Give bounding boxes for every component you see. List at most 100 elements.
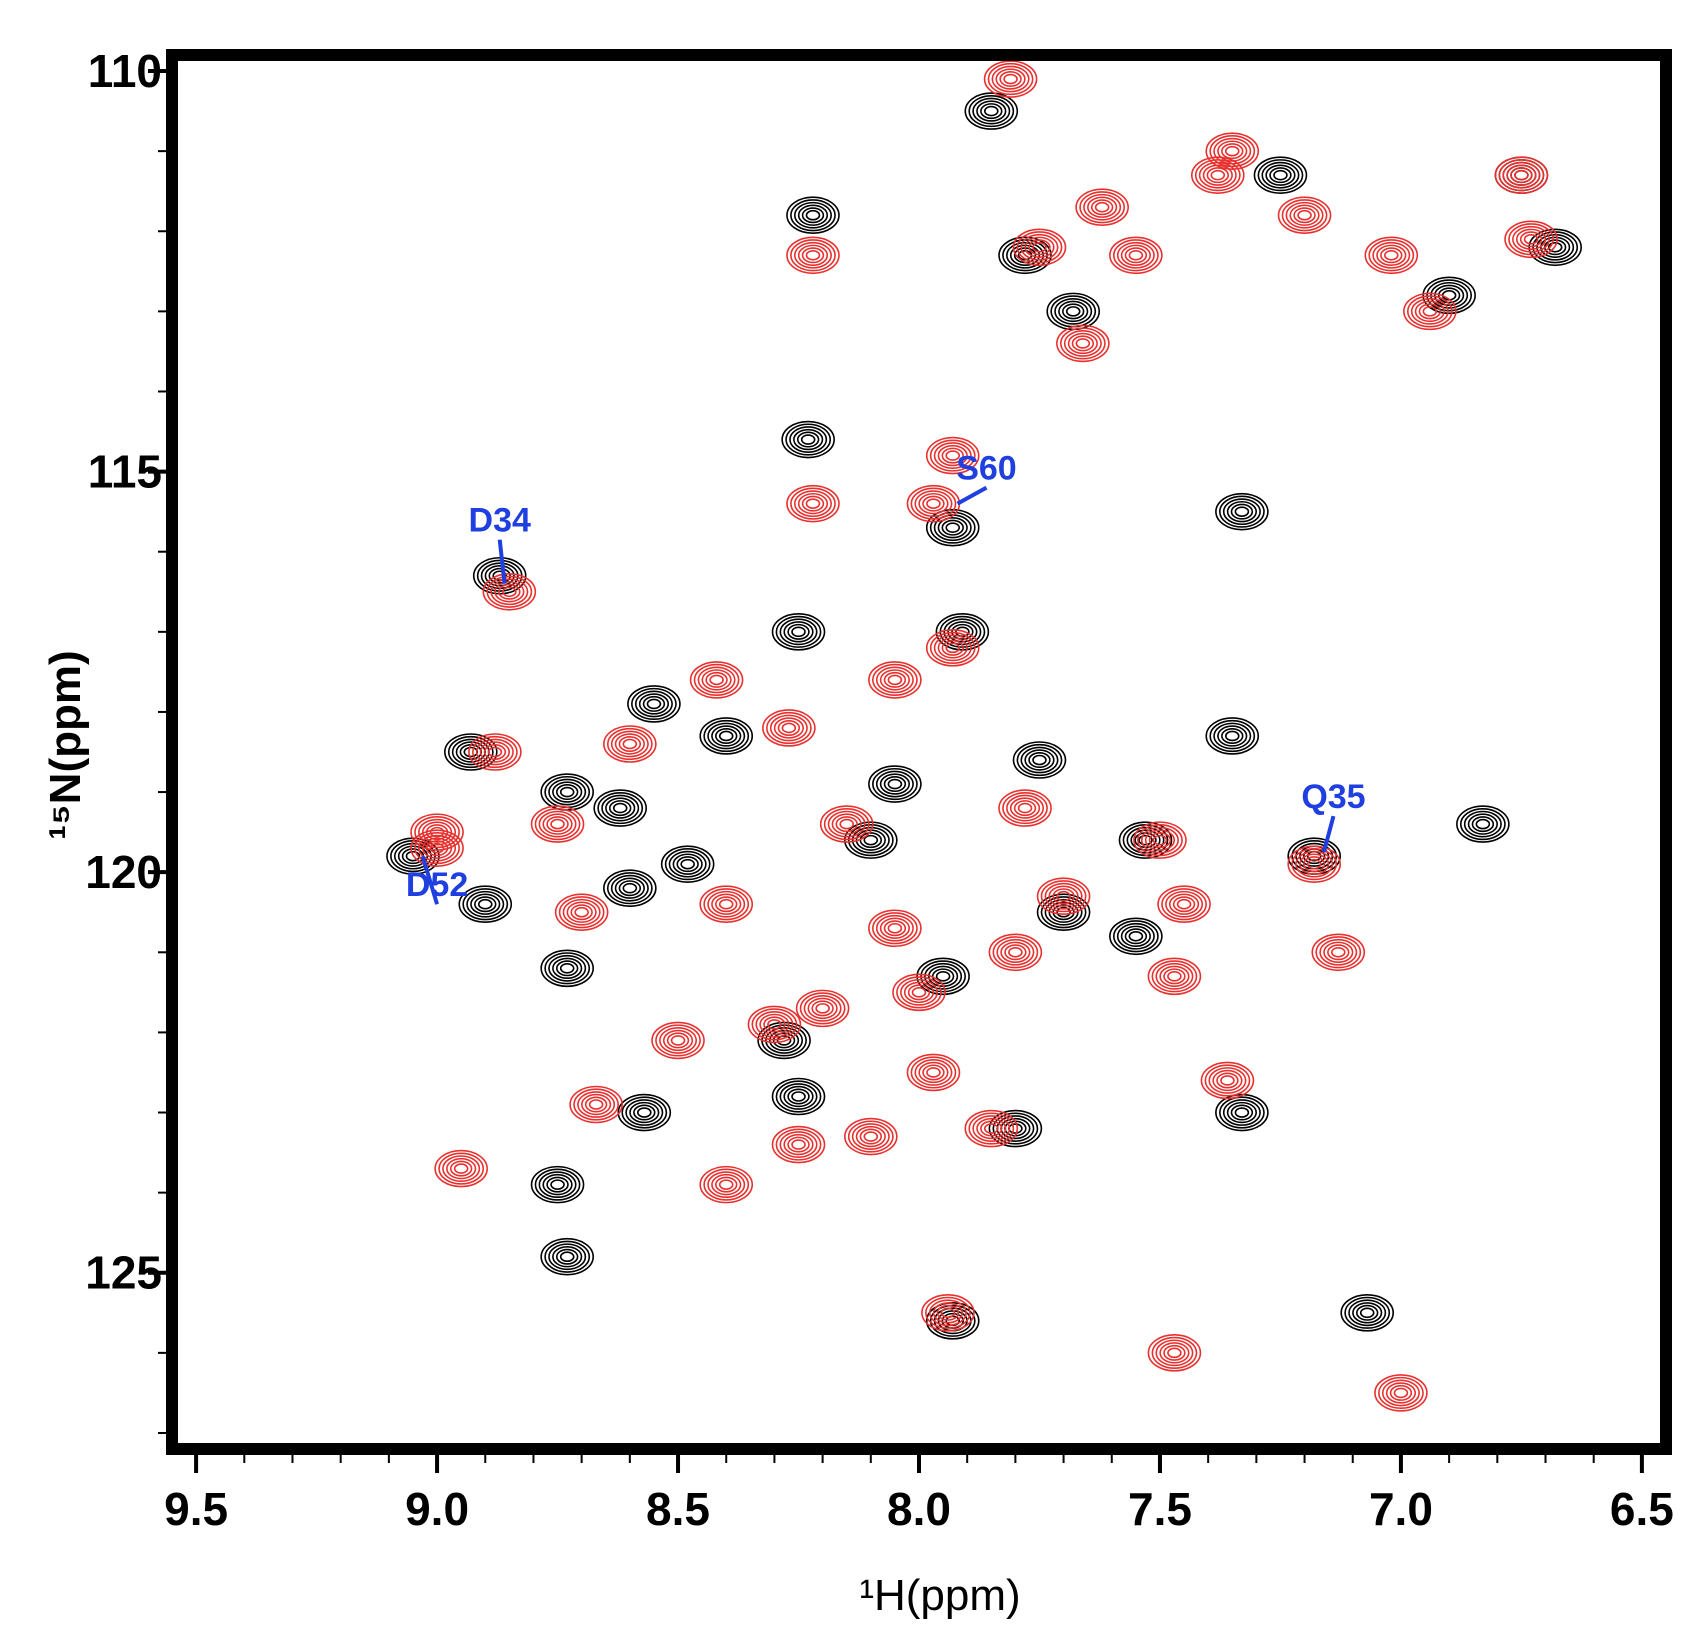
peak [1504, 220, 1558, 259]
peak [1046, 292, 1101, 331]
peak [844, 821, 898, 859]
peak [868, 661, 922, 699]
peak [627, 685, 681, 723]
peak [443, 733, 498, 771]
peak [540, 949, 594, 988]
series-0 [386, 92, 1582, 1340]
peak [1403, 292, 1457, 331]
peak [1133, 821, 1187, 859]
peak [786, 196, 840, 235]
peak [1340, 1294, 1394, 1332]
peak [964, 1109, 1019, 1148]
peak [1287, 845, 1341, 883]
peak [819, 805, 874, 843]
peak [983, 60, 1038, 98]
annotation-s60: S60 [956, 450, 1017, 506]
peak [603, 869, 657, 907]
peak [998, 789, 1052, 827]
x-tick-label: 9.0 [405, 1483, 469, 1535]
peak [786, 236, 840, 275]
peak [1528, 228, 1582, 267]
peak [795, 989, 850, 1028]
y-tick-label: 110 [88, 45, 162, 97]
peak [1205, 717, 1260, 755]
peak [1374, 1374, 1428, 1412]
peak [593, 789, 648, 827]
peak [1494, 156, 1549, 194]
peak [1205, 132, 1260, 170]
peak [1253, 156, 1308, 194]
annotation-label: Q35 [1301, 778, 1365, 816]
peak [1109, 917, 1163, 956]
peak [1311, 933, 1366, 972]
peak [988, 933, 1043, 972]
annotation-d52: D52 [406, 855, 468, 905]
peak [771, 1125, 826, 1164]
peak [1364, 236, 1419, 275]
contour-peaks [386, 60, 1582, 1412]
x-axis-title: ¹H(ppm) [859, 1571, 1020, 1620]
peak [925, 436, 980, 475]
peak [1075, 188, 1129, 227]
peak [554, 893, 609, 932]
y-axis: 110 115 120 125 [85, 45, 166, 1434]
x-tick-label: 6.5 [1610, 1483, 1674, 1535]
peak [771, 1077, 826, 1116]
peak [771, 613, 826, 651]
peak [699, 885, 754, 924]
peak [660, 845, 715, 883]
x-tick-label: 8.5 [646, 1483, 710, 1535]
peak [1056, 324, 1110, 363]
series-1 [410, 60, 1558, 1412]
annotation-d34: D34 [469, 502, 531, 584]
peak [1147, 957, 1202, 996]
peak [1012, 741, 1067, 779]
x-tick-label: 8.0 [887, 1483, 951, 1535]
y-tick-label: 115 [88, 446, 162, 498]
peak [1147, 1334, 1202, 1372]
x-tick-label: 7.5 [1128, 1483, 1192, 1535]
peak [530, 805, 585, 843]
peak [569, 1085, 623, 1124]
peak [482, 572, 537, 611]
annotation-label: D52 [406, 866, 468, 904]
peak [617, 1093, 672, 1132]
residue-annotations: D34 S60 D52 Q35 [406, 450, 1366, 905]
peak [1012, 228, 1067, 267]
annotation-label: S60 [956, 450, 1017, 488]
peak [1036, 877, 1091, 916]
peak [530, 1165, 585, 1204]
peak [921, 1294, 975, 1332]
peak [1215, 492, 1269, 531]
peak [1157, 885, 1211, 924]
peak [762, 709, 816, 747]
peak [747, 1005, 802, 1044]
peak [844, 1117, 898, 1156]
peak [699, 1165, 754, 1204]
peak [868, 765, 922, 803]
peak [540, 773, 594, 811]
peak [699, 717, 754, 755]
peak [892, 973, 946, 1012]
peak [468, 733, 522, 771]
peak [1456, 805, 1510, 843]
peak [916, 957, 970, 996]
peak [1277, 196, 1332, 235]
peak [410, 829, 464, 867]
annotation-label: D34 [469, 502, 531, 540]
peak [964, 92, 1019, 130]
peak [786, 484, 840, 523]
y-tick-label: 120 [85, 846, 162, 898]
peak [1215, 1093, 1269, 1132]
x-axis: 9.5 9.0 8.5 8.0 7.5 7.0 6.5 [164, 1455, 1674, 1535]
peak [925, 629, 980, 667]
peak [906, 1053, 961, 1092]
peak [868, 909, 922, 948]
peak [781, 420, 835, 459]
x-tick-label: 7.0 [1369, 1483, 1433, 1535]
peak [651, 1021, 705, 1060]
peak [1200, 1061, 1255, 1100]
peak [603, 725, 657, 763]
peak [689, 661, 744, 699]
